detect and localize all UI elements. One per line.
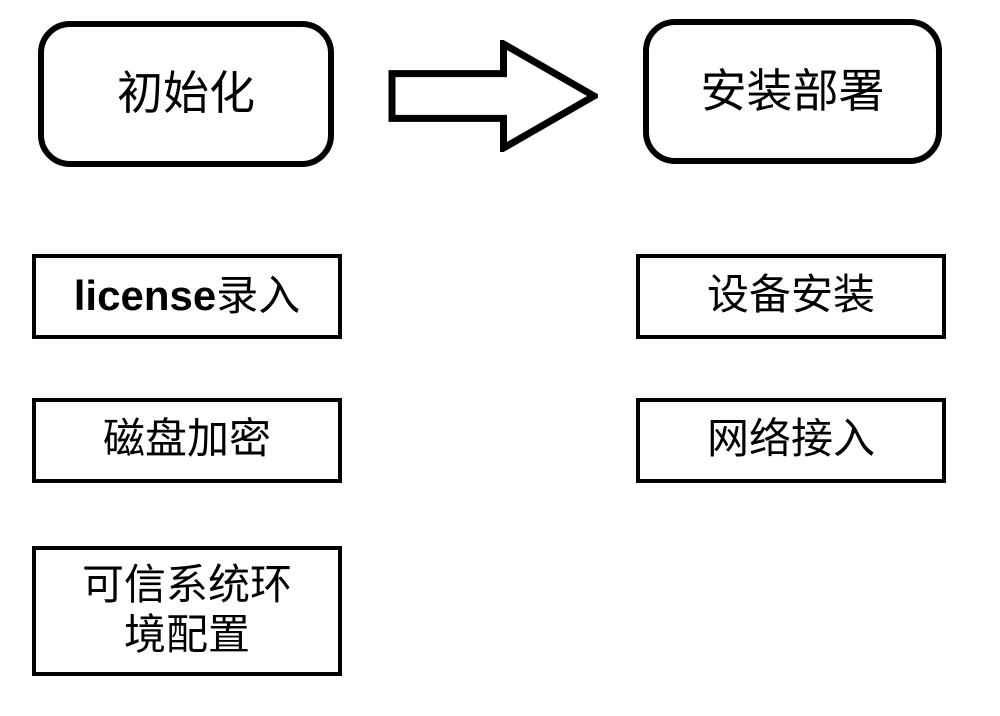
node-license: license录入 <box>32 254 342 339</box>
node-disk: 磁盘加密 <box>32 398 342 483</box>
node-label: 磁盘加密 <box>103 415 271 465</box>
node-label: 网络接入 <box>707 415 875 465</box>
node-label: 可信系统环境配置 <box>82 561 292 662</box>
arrow-arrow1 <box>388 40 598 152</box>
node-label: 安装部署 <box>701 64 885 119</box>
node-init: 初始化 <box>38 21 334 167</box>
node-device: 设备安装 <box>636 254 946 339</box>
node-label: license录入 <box>74 271 300 322</box>
node-network: 网络接入 <box>636 398 946 483</box>
diagram-canvas: 初始化 安装部署 license录入磁盘加密可信系统环境配置 设备安装网络接入 <box>0 0 1000 716</box>
node-label: 初始化 <box>117 66 255 121</box>
node-label: 设备安装 <box>707 271 875 321</box>
node-trusted: 可信系统环境配置 <box>32 546 342 676</box>
node-deploy: 安装部署 <box>643 19 942 164</box>
